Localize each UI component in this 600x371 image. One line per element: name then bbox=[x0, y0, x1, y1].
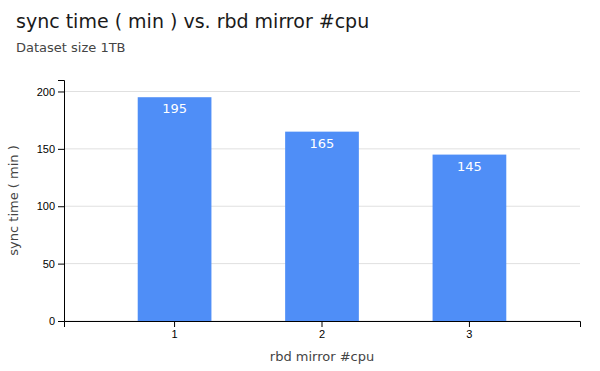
tick: 100 bbox=[37, 200, 64, 212]
bar bbox=[433, 155, 507, 321]
tick: 0 bbox=[49, 315, 64, 327]
title: sync time ( min ) vs. rbd mirror #cpu bbox=[16, 10, 369, 32]
tick-mark bbox=[322, 321, 323, 327]
data-labels: 195 165 145 bbox=[162, 101, 482, 173]
chart: sync time ( min ) vs. rbd mirror #cpu Dat… bbox=[0, 0, 600, 371]
data-label: 145 bbox=[457, 159, 482, 174]
y-axis: 0 50 100 150 200 bbox=[37, 81, 65, 328]
grid-line bbox=[64, 91, 580, 92]
x-axis: 1 2 3 bbox=[65, 321, 581, 340]
axis-line bbox=[65, 322, 581, 328]
tick-mark bbox=[58, 91, 64, 92]
tick: 1 bbox=[172, 321, 178, 340]
bar bbox=[285, 132, 359, 321]
y-axis-label: sync time ( min ) bbox=[6, 145, 21, 255]
tick-label: 200 bbox=[37, 85, 55, 97]
tick-label: 150 bbox=[37, 143, 55, 155]
bar bbox=[138, 97, 212, 321]
tick: 200 bbox=[37, 85, 64, 97]
bars bbox=[138, 97, 507, 321]
axis-line bbox=[58, 81, 65, 322]
data-label: 165 bbox=[310, 136, 335, 151]
tick-mark bbox=[58, 264, 64, 265]
tick: 2 bbox=[319, 321, 325, 340]
tick-mark bbox=[58, 206, 64, 207]
tick-label: 100 bbox=[37, 200, 55, 212]
tick-label: 0 bbox=[49, 315, 55, 327]
tick-label: 3 bbox=[466, 328, 472, 340]
tick-label: 50 bbox=[43, 258, 55, 270]
x-axis-label: rbd mirror #cpu bbox=[270, 349, 374, 364]
data-label: 195 bbox=[162, 101, 187, 116]
tick-label: 2 bbox=[319, 328, 325, 340]
tick: 150 bbox=[37, 143, 64, 155]
grid bbox=[64, 91, 580, 321]
plot: 195 165 145 0 50 100 150 200 1 2 3 bbox=[37, 81, 581, 340]
tick-label: 1 bbox=[172, 328, 178, 340]
tick-mark bbox=[174, 321, 175, 327]
tick-mark bbox=[58, 149, 64, 150]
tick-mark bbox=[58, 321, 64, 322]
tick: 50 bbox=[43, 258, 64, 270]
subtitle: Dataset size 1TB bbox=[16, 40, 126, 55]
tick-mark bbox=[469, 321, 470, 327]
tick: 3 bbox=[466, 321, 472, 340]
